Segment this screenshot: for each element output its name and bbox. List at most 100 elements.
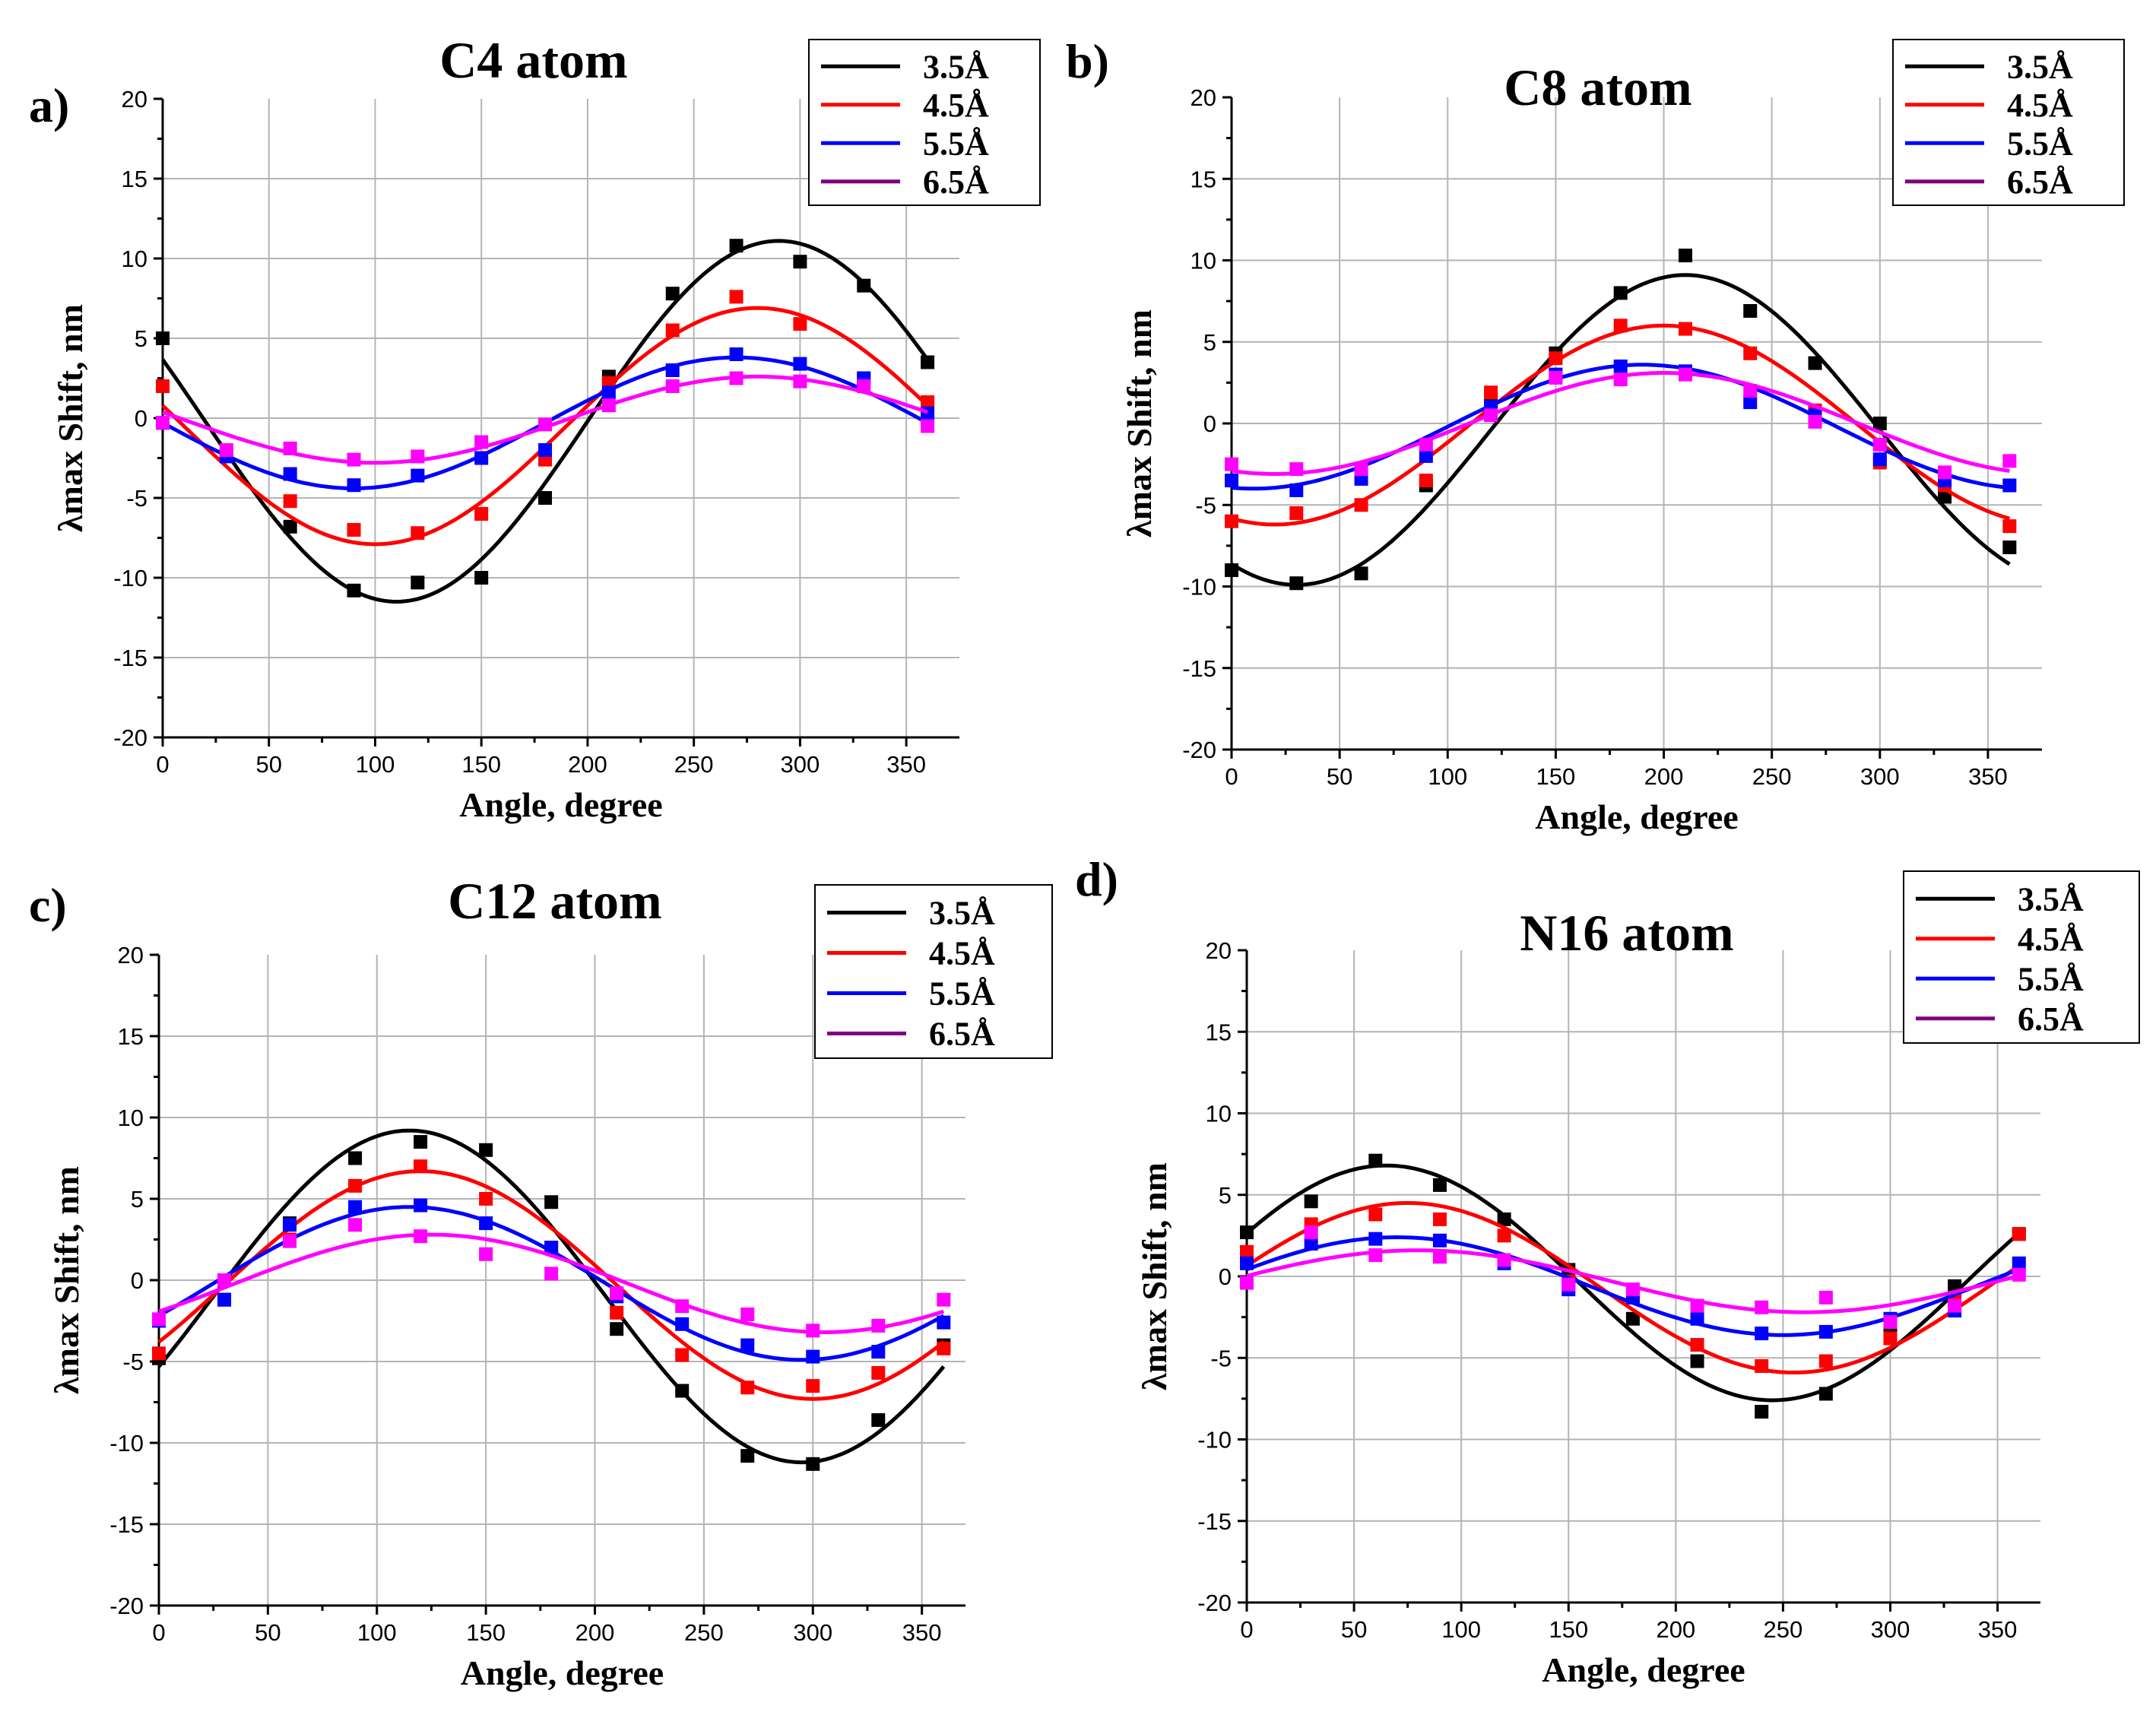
data-point [1625,1282,1640,1297]
legend: 3.5Å4.5Å5.5Å6.5Å [1903,870,2140,1044]
data-point [871,1365,886,1380]
data-point [219,443,233,457]
x-tick-label: 200 [1656,1616,1695,1643]
data-point [1368,1207,1383,1222]
y-tick-label: 15 [1191,166,1216,192]
y-tick-label: -5 [126,485,147,512]
data-point [1613,372,1628,387]
data-point [857,379,871,393]
fit-curve [157,1128,946,1465]
legend-label: 5.5Å [2007,125,2073,162]
y-tick-label: -5 [122,1349,144,1375]
x-tick-label: 0 [1240,1616,1253,1643]
y-tick-label: -5 [1195,492,1216,518]
data-point [2012,1256,2026,1270]
data-point [1289,462,1304,477]
y-tick-label: 5 [131,1186,144,1213]
data-point [1497,1228,1511,1243]
legend-label: 3.5Å [2007,48,2073,85]
data-point [1613,359,1628,373]
data-point [411,575,425,590]
data-point [921,355,935,369]
data-point [1484,408,1498,423]
data-point [1368,1232,1383,1246]
data-point [793,255,807,269]
data-point [806,1457,820,1471]
x-tick-label: 150 [461,751,501,778]
x-tick-label: 350 [886,751,926,778]
legend: 3.5Å4.5Å5.5Å6.5Å [814,884,1053,1059]
data-point [411,449,425,464]
data-point [1938,465,1952,480]
data-point [538,443,553,457]
panel-label: c) [29,878,67,932]
data-point [729,371,744,385]
x-tick-label: 250 [1752,763,1792,790]
data-point [806,1379,820,1393]
data-point [1354,566,1368,581]
data-point [1818,1324,1833,1339]
data-point [544,1266,559,1281]
data-point [1225,474,1238,488]
data-point [1562,1277,1576,1292]
data-point [2002,478,2017,493]
y-axis-title: λmax Shift, nm [47,1166,86,1394]
chart-title: N16 atom [1520,904,1733,962]
data-point [544,1195,559,1209]
y-tick-label: -15 [109,1511,144,1538]
x-tick-label: 100 [356,751,395,778]
y-tick-label: -15 [1197,1508,1232,1535]
data-point [729,290,744,304]
data-point [1678,249,1692,263]
x-tick-label: 50 [255,1619,281,1646]
data-point [414,1198,428,1213]
x-axis-title: Angle, degree [459,785,662,824]
data-point [937,1315,951,1330]
y-tick-label: 0 [135,405,147,432]
data-point [283,467,297,481]
y-tick-label: -10 [113,565,147,591]
data-point [1240,1256,1254,1270]
data-point [544,1241,559,1255]
data-point [1225,514,1238,528]
x-tick-label: 350 [1968,763,2008,790]
y-tick-label: 10 [1206,1101,1232,1127]
x-tick-label: 300 [781,751,820,778]
data-point [665,323,680,338]
data-point [871,1318,886,1333]
data-point [1755,1358,1769,1373]
data-point [729,239,744,253]
data-point [1432,1250,1447,1264]
y-axis-title: λmax Shift, nm [1135,1162,1174,1390]
y-tick-label: 20 [1191,84,1216,111]
data-point [1613,319,1628,333]
data-point [1948,1298,1962,1313]
legend-label: 5.5Å [923,125,989,162]
x-tick-label: 100 [1428,763,1467,790]
data-point [871,1345,886,1359]
data-point [2012,1267,2026,1282]
data-point [793,317,807,331]
data-point [1354,498,1368,512]
y-tick-label: 5 [1219,1182,1232,1209]
legend-label: 6.5Å [2007,163,2073,201]
data-point [1690,1338,1704,1352]
panel-label: a) [29,78,69,132]
data-point [479,1216,493,1231]
data-point [156,416,170,430]
data-point [156,379,170,393]
panel-label: d) [1075,852,1118,906]
data-point [347,583,361,598]
data-point [675,1317,690,1331]
data-point [1432,1178,1447,1192]
y-tick-label: -5 [1210,1345,1232,1371]
data-point [1432,1233,1447,1247]
data-point [479,1143,493,1157]
data-point [1419,437,1433,452]
data-point [729,347,744,361]
data-point [610,1322,624,1336]
fit-curve [1231,323,2011,527]
data-point [793,357,807,371]
x-tick-label: 200 [1644,763,1684,790]
data-point [1549,370,1563,385]
